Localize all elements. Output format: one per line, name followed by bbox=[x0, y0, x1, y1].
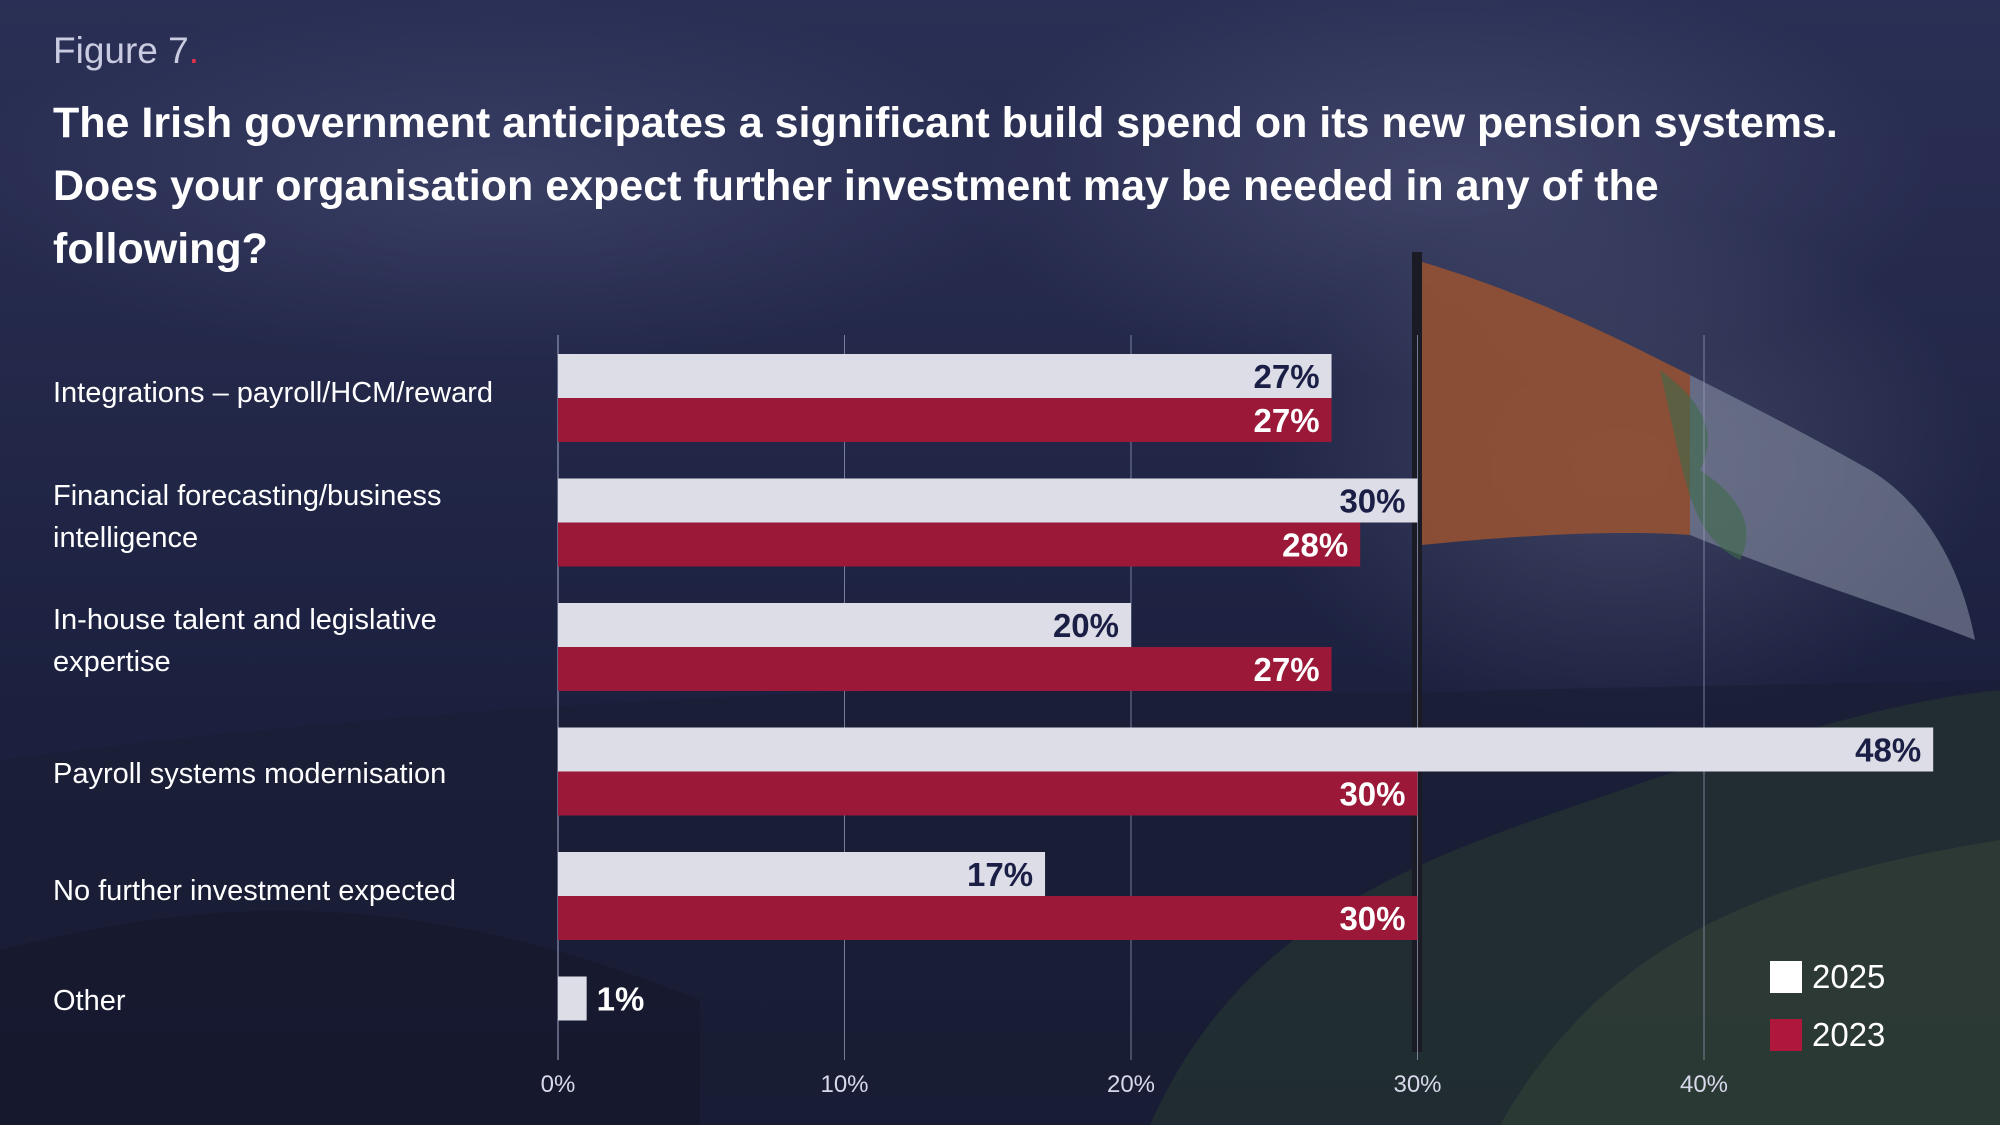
data-labels: 27% 27% 30% 28% 20% 27% 48% 30% 17% 30% 1% bbox=[597, 358, 1922, 1018]
data-label-2025-0: 27% bbox=[1253, 358, 1319, 395]
legend-label-2025: 2025 bbox=[1812, 958, 1886, 995]
bar-2023-2 bbox=[558, 647, 1332, 691]
data-label-2023-3: 30% bbox=[1339, 776, 1405, 813]
category-label-3: Payroll systems modernisation bbox=[53, 758, 447, 790]
category-label-5: Other bbox=[53, 985, 126, 1017]
x-tick-label-30: 30% bbox=[1393, 1071, 1441, 1098]
data-label-2023-2: 27% bbox=[1253, 651, 1319, 688]
category-label-4: No further investment expected bbox=[53, 875, 456, 907]
bar-2025-1 bbox=[558, 478, 1418, 523]
x-tick-label-0: 0% bbox=[541, 1071, 576, 1098]
figure-label: Figure 7. bbox=[53, 30, 200, 71]
data-label-2023-0: 27% bbox=[1253, 402, 1319, 439]
legend-item-2023: 2023 bbox=[1770, 1006, 1885, 1064]
category-label-2: In-house talent and legislative expertis… bbox=[53, 604, 437, 678]
data-label-2025-3: 48% bbox=[1855, 732, 1921, 769]
legend: 2025 2023 bbox=[1770, 948, 1885, 1064]
bar-2025-5 bbox=[558, 976, 587, 1021]
x-tick-label-20: 20% bbox=[1107, 1071, 1155, 1098]
bar-2023-3 bbox=[558, 771, 1418, 816]
bar-2023-0 bbox=[558, 398, 1332, 442]
chart-title: The Irish government anticipates a signi… bbox=[53, 99, 1838, 273]
x-tick-label-40: 40% bbox=[1680, 1071, 1728, 1098]
data-label-2025-5: 1% bbox=[597, 981, 645, 1018]
bar-2023-1 bbox=[558, 522, 1361, 567]
legend-label-2023: 2023 bbox=[1812, 1016, 1886, 1053]
bar-2023-4 bbox=[558, 896, 1418, 940]
bar-2025-0 bbox=[558, 354, 1332, 398]
legend-item-2025: 2025 bbox=[1770, 948, 1885, 1006]
x-tick-label-10: 10% bbox=[820, 1071, 868, 1098]
data-label-2023-1: 28% bbox=[1282, 527, 1348, 564]
data-label-2023-4: 30% bbox=[1339, 900, 1405, 937]
data-label-2025-1: 30% bbox=[1339, 483, 1405, 520]
legend-swatch-2023 bbox=[1770, 1019, 1802, 1051]
bar-2025-4 bbox=[558, 852, 1046, 896]
bars bbox=[558, 354, 1934, 1021]
legend-swatch-2025 bbox=[1770, 961, 1802, 993]
bar-2025-3 bbox=[558, 727, 1934, 772]
x-axis-ticks: 0% 10% 20% 30% 40% bbox=[541, 1071, 1728, 1098]
category-label-0: Integrations – payroll/HCM/reward bbox=[53, 377, 494, 409]
bar-2025-2 bbox=[558, 603, 1131, 647]
data-label-2025-4: 17% bbox=[967, 856, 1033, 893]
data-label-2025-2: 20% bbox=[1053, 607, 1119, 644]
grid-lines bbox=[557, 335, 1705, 1060]
category-label-1: Financial forecasting/business intellige… bbox=[53, 480, 442, 554]
